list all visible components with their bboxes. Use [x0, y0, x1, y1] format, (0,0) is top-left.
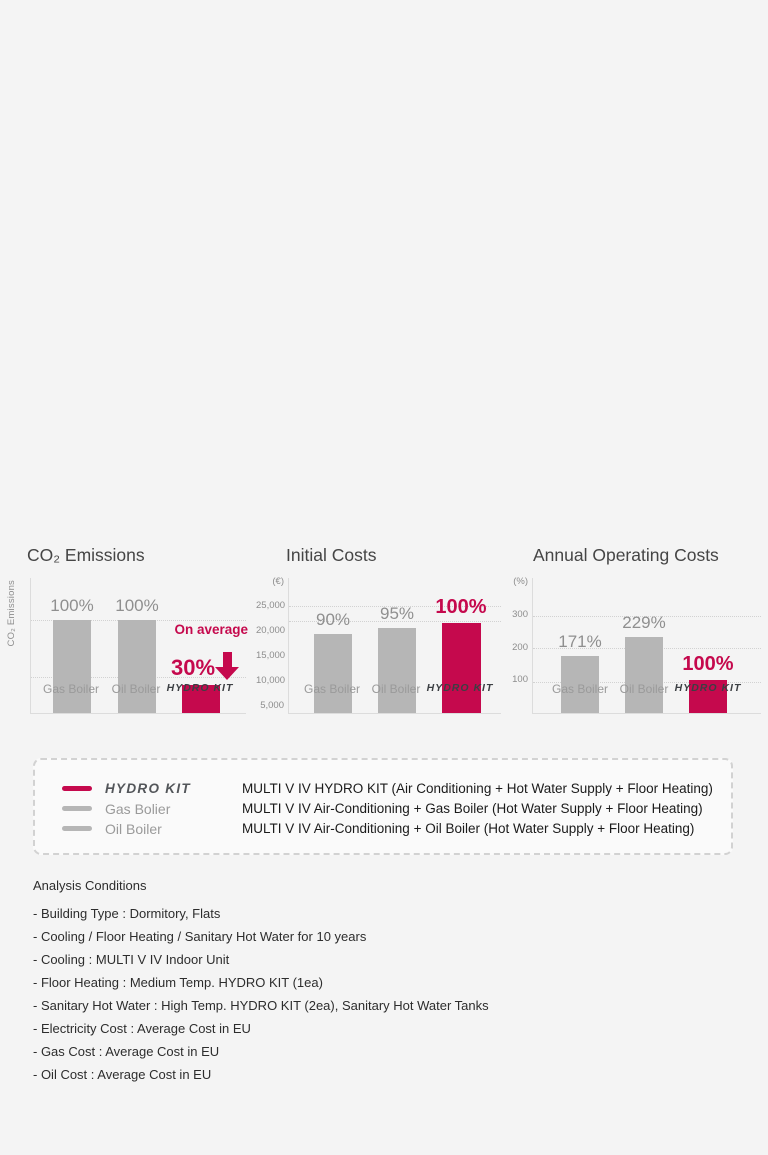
bar-gas-boiler — [561, 656, 599, 713]
plot-area: 90% 95% 100% — [288, 578, 501, 714]
bar-value-label: 30% — [170, 655, 216, 680]
y-tick: 10,000 — [256, 675, 286, 686]
chart-title: Annual Operating Costs — [533, 545, 719, 565]
bar-value-label: 229% — [622, 613, 666, 632]
x-label-hydro-kit: HYDRO KIT — [426, 682, 494, 694]
conditions-heading: Analysis Conditions — [33, 878, 147, 893]
bar-value-label: 100% — [115, 596, 159, 615]
gridline — [289, 621, 501, 622]
y-axis-unit: (€) — [272, 576, 284, 587]
x-label-oil-boiler: Oil Boiler — [619, 682, 669, 696]
legend-swatch-gray — [62, 826, 92, 831]
x-label-gas-boiler: Gas Boiler — [42, 682, 100, 696]
y-tick: 5,000 — [260, 700, 284, 711]
down-arrow-icon — [215, 652, 239, 680]
condition-item: - Building Type : Dormitory, Flats — [33, 906, 221, 921]
legend-item-gas-boiler: Gas Bolier MULTI V IV Air-Conditioning +… — [35, 800, 731, 818]
legend-label: Oil Boiler — [105, 821, 162, 837]
condition-item: - Cooling / Floor Heating / Sanitary Hot… — [33, 929, 367, 944]
legend-description: MULTI V IV Air-Conditioning + Oil Boiler… — [242, 821, 695, 836]
legend-description: MULTI V IV Air-Conditioning + Gas Boiler… — [242, 801, 703, 816]
bar-gas-boiler — [53, 620, 91, 713]
bar-value-label: 171% — [558, 632, 602, 651]
bar-gas-boiler — [314, 634, 352, 713]
x-label-oil-boiler: Oil Boiler — [371, 682, 421, 696]
bar-value-label: 90% — [315, 610, 351, 629]
analysis-conditions: Analysis Conditions - Building Type : Do… — [33, 878, 733, 1086]
gridline — [533, 616, 761, 617]
condition-item: - Electricity Cost : Average Cost in EU — [33, 1021, 251, 1036]
legend-item-hydro-kit: HYDRO KIT MULTI V IV HYDRO KIT (Air Cond… — [35, 780, 731, 798]
arrow-head — [215, 667, 239, 680]
condition-item: - Oil Cost : Average Cost in EU — [33, 1067, 212, 1082]
bar-value-label: 100% — [682, 653, 734, 675]
condition-item: - Sanitary Hot Water : High Temp. HYDRO … — [33, 998, 489, 1013]
bar-oil-boiler — [378, 628, 416, 713]
bar-value-label: 95% — [379, 604, 415, 623]
arrow-stem — [222, 652, 232, 667]
chart-annual-operating-costs: Annual Operating Costs (%) 300 200 100 1… — [508, 540, 768, 745]
y-tick: 15,000 — [256, 650, 286, 661]
condition-item: - Floor Heating : Medium Temp. HYDRO KIT… — [33, 975, 323, 990]
legend-box: HYDRO KIT MULTI V IV HYDRO KIT (Air Cond… — [33, 758, 733, 855]
bar-hydro-kit — [182, 685, 220, 713]
bar-hydro-kit — [689, 680, 727, 713]
y-tick: 25,000 — [256, 600, 286, 611]
x-label-oil-boiler: Oil Boiler — [111, 682, 161, 696]
chart-co2-emissions: CO₂ Emissions CO₂ Emissions 100% 100% 30… — [0, 540, 256, 745]
condition-item: - Cooling : MULTI V IV Indoor Unit — [33, 952, 230, 967]
y-axis-unit: (%) — [513, 576, 528, 587]
condition-item: - Gas Cost : Average Cost in EU — [33, 1044, 220, 1059]
chart-title: Initial Costs — [286, 545, 377, 565]
gridline — [289, 606, 501, 607]
bar-hydro-kit — [442, 623, 481, 713]
legend-label: Gas Bolier — [105, 801, 171, 817]
legend-swatch-gray — [62, 806, 92, 811]
y-tick: 200 — [512, 642, 528, 653]
x-label-hydro-kit: HYDRO KIT — [674, 682, 742, 694]
plot-area: 171% 229% 100% — [532, 578, 761, 714]
x-label-gas-boiler: Gas Boiler — [303, 682, 361, 696]
y-tick: 20,000 — [256, 625, 286, 636]
legend-swatch-red — [62, 786, 92, 791]
x-label-hydro-kit: HYDRO KIT — [166, 682, 234, 694]
y-tick: 100 — [512, 674, 528, 685]
bar-oil-boiler — [625, 637, 663, 713]
chart-initial-costs: Initial Costs (€) 25,000 20,000 15,000 1… — [256, 540, 508, 745]
bar-oil-boiler — [118, 620, 156, 713]
legend-item-oil-boiler: Oil Boiler MULTI V IV Air-Conditioning +… — [35, 820, 731, 838]
y-axis-label: CO₂ Emissions — [6, 580, 17, 647]
on-average-annotation: On average — [174, 622, 248, 637]
legend-label: HYDRO KIT — [105, 781, 191, 796]
bar-value-label: 100% — [50, 596, 94, 615]
plot-area: 100% 100% 30% On average — [30, 578, 248, 714]
legend-description: MULTI V IV HYDRO KIT (Air Conditioning +… — [242, 781, 713, 796]
chart-title: CO₂ Emissions — [27, 545, 145, 565]
bar-value-label: 100% — [435, 596, 487, 618]
x-label-gas-boiler: Gas Boiler — [551, 682, 609, 696]
y-tick: 300 — [512, 609, 528, 620]
